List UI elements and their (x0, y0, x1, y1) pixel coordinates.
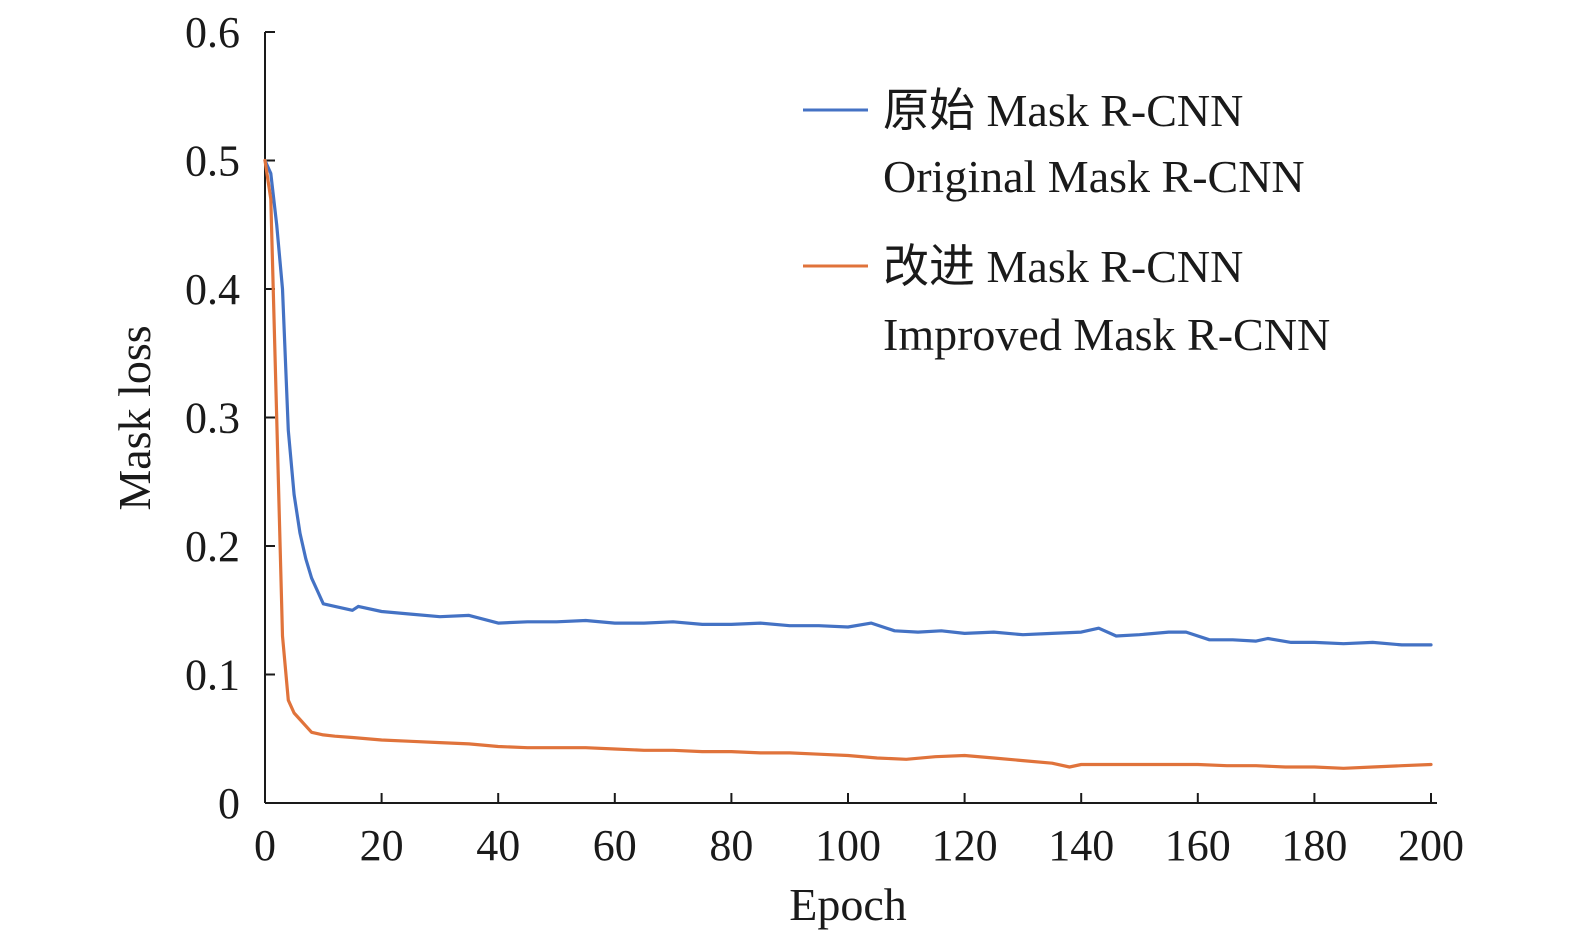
y-axis-label: Mask loss (109, 325, 160, 510)
y-tick-label: 0.4 (185, 265, 240, 314)
x-tick-label: 200 (1398, 821, 1464, 870)
x-tick-label: 120 (932, 821, 998, 870)
y-tick-label: 0.1 (185, 651, 240, 700)
y-tick-label: 0.6 (185, 8, 240, 57)
x-tick-label: 60 (593, 821, 637, 870)
axes (264, 32, 1437, 804)
legend: 原始 Mask R-CNN Original Mask R-CNN 改进 Mas… (803, 85, 1330, 360)
x-tick-label: 40 (476, 821, 520, 870)
x-tick-label: 180 (1281, 821, 1347, 870)
y-tick-label: 0.5 (185, 137, 240, 186)
legend-label-original-zh: 原始 Mask R-CNN (883, 85, 1243, 136)
y-tick-label: 0 (218, 779, 240, 828)
legend-label-original-en: Original Mask R-CNN (883, 151, 1305, 202)
y-ticks: 0 0.1 0.2 0.3 0.4 0.5 0.6 (185, 8, 275, 828)
y-tick-label: 0.2 (185, 522, 240, 571)
x-tick-label: 140 (1048, 821, 1114, 870)
series-layer (263, 158, 1433, 770)
x-tick-label: 0 (254, 821, 276, 870)
x-tick-label: 160 (1165, 821, 1231, 870)
x-axis-label: Epoch (789, 879, 907, 930)
legend-label-improved-zh: 改进 Mask R-CNN (883, 241, 1243, 292)
x-tick-label: 20 (360, 821, 404, 870)
x-tick-label: 80 (709, 821, 753, 870)
y-tick-label: 0.3 (185, 394, 240, 443)
x-ticks: 0 20 40 60 80 100 120 140 160 180 200 (254, 793, 1464, 870)
series-line-original (263, 158, 1433, 647)
legend-label-improved-en: Improved Mask R-CNN (883, 309, 1330, 360)
series-line-improved (263, 158, 1433, 770)
x-tick-label: 100 (815, 821, 881, 870)
